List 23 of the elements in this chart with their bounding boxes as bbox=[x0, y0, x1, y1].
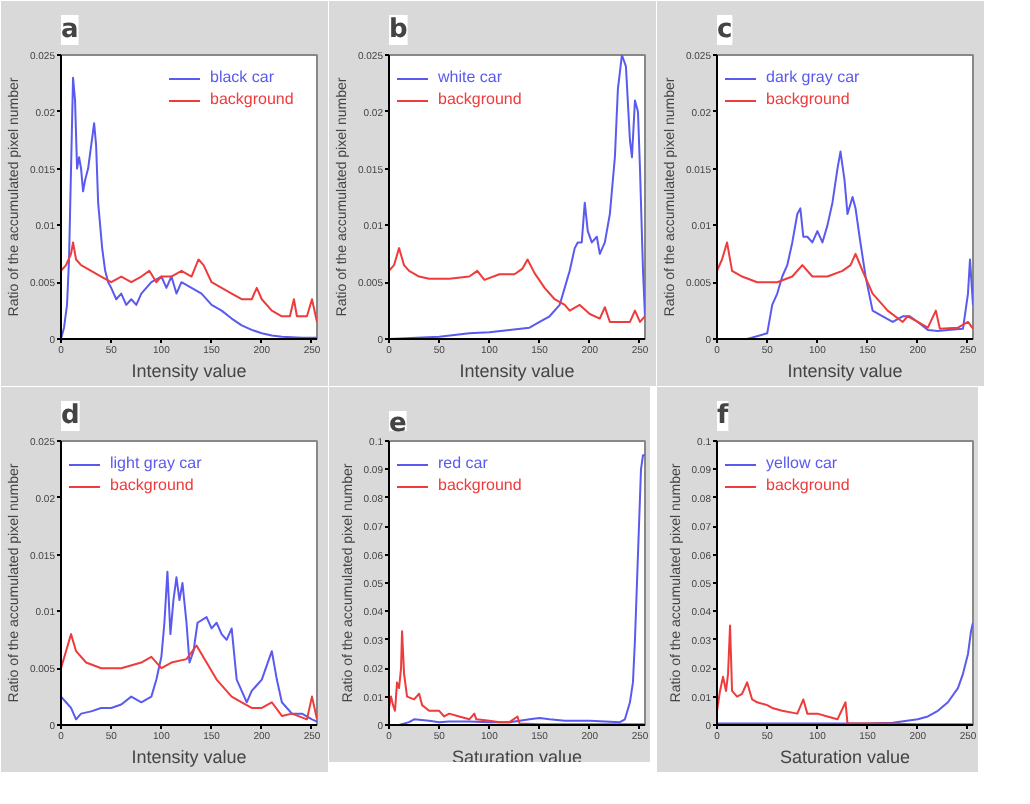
legend-label: black car bbox=[210, 68, 275, 86]
legend-label: dark gray car bbox=[766, 68, 860, 86]
x-axis-title: Saturation value bbox=[779, 747, 911, 767]
legend-label: background bbox=[766, 90, 850, 108]
text: white car bbox=[438, 68, 503, 86]
chart-title: c bbox=[717, 15, 733, 45]
legend-label: yellow car bbox=[766, 454, 838, 472]
x-axis-title: Intensity value bbox=[787, 361, 903, 381]
x-axis-title: Intensity value bbox=[459, 361, 575, 381]
chart-title: f bbox=[717, 401, 729, 431]
legend-label: light gray car bbox=[110, 454, 202, 472]
x-axis-title: Intensity value bbox=[131, 747, 247, 767]
legend-label: red car bbox=[438, 454, 488, 472]
legend-label: background bbox=[438, 476, 522, 494]
x-axis-title: Intensity value bbox=[131, 361, 247, 381]
chart-title: e bbox=[389, 409, 407, 439]
chart-title: d bbox=[61, 401, 80, 431]
text: background bbox=[438, 90, 522, 108]
legend-label: background bbox=[210, 90, 294, 108]
legend-label: background bbox=[110, 476, 194, 494]
legend-label: background bbox=[766, 476, 850, 494]
chart-title: b bbox=[389, 15, 408, 45]
chart-title: a bbox=[61, 15, 79, 45]
